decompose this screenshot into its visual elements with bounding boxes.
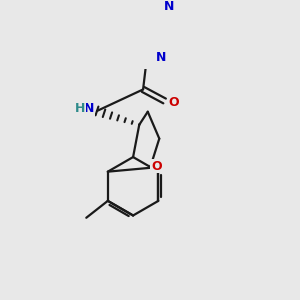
Text: O: O [169, 96, 179, 109]
Text: N: N [84, 102, 94, 115]
Text: O: O [151, 160, 161, 173]
Text: N: N [156, 51, 166, 64]
Text: N: N [164, 0, 174, 13]
Text: H: H [75, 102, 85, 115]
